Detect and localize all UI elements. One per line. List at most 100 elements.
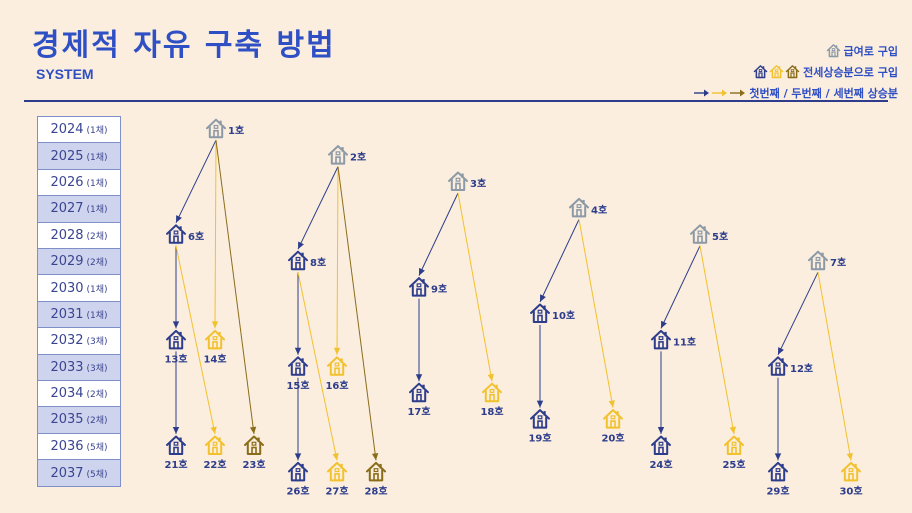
house-icon bbox=[826, 43, 841, 58]
house-node-25: 25호 bbox=[722, 435, 746, 471]
house-count: (1채) bbox=[86, 152, 108, 163]
year-row: 2029 (2채) bbox=[38, 248, 120, 276]
house-icon bbox=[166, 329, 186, 350]
house-node-27: 27호 bbox=[325, 461, 349, 497]
edge-12-29 bbox=[774, 377, 782, 461]
house-node-23: 23호 bbox=[242, 435, 266, 471]
legend-label-jeonse: 전세상승분으로 구입 bbox=[803, 65, 898, 79]
house-node-1: 1호 bbox=[206, 118, 244, 139]
edge-4-20 bbox=[578, 219, 615, 408]
house-label: 24호 bbox=[649, 458, 672, 471]
edge-6-22 bbox=[175, 245, 217, 435]
house-icon bbox=[603, 409, 623, 429]
legend-row-salary: 급여로 구입 bbox=[693, 40, 898, 61]
house-icon bbox=[288, 250, 308, 271]
house-count: (2채) bbox=[86, 231, 108, 242]
house-label: 14호 bbox=[203, 352, 226, 365]
year-label: 2030 bbox=[50, 280, 84, 296]
house-label: 9호 bbox=[431, 283, 447, 296]
edge-8-15 bbox=[294, 272, 302, 355]
house-icon bbox=[569, 197, 589, 218]
house-icon bbox=[409, 382, 429, 403]
house-node-13: 13호 bbox=[164, 329, 188, 365]
edge-13-21 bbox=[172, 351, 180, 434]
edge-2-8 bbox=[297, 166, 339, 250]
house-node-17: 17호 bbox=[407, 382, 431, 418]
house-node-24: 24호 bbox=[649, 435, 673, 471]
year-label: 2034 bbox=[50, 386, 84, 402]
year-row: 2035 (2채) bbox=[38, 407, 120, 434]
year-row: 2026 (1채) bbox=[38, 170, 120, 197]
house-label: 12호 bbox=[790, 362, 813, 375]
second-house-icon bbox=[769, 64, 784, 79]
house-icon bbox=[288, 461, 308, 482]
house-node-4: 4호 bbox=[569, 197, 607, 218]
first-arrow-icon bbox=[693, 88, 710, 98]
house-label: 10호 bbox=[552, 309, 575, 322]
salary-house-icon bbox=[826, 43, 841, 58]
house-node-20: 20호 bbox=[601, 409, 625, 445]
house-icon bbox=[753, 64, 800, 79]
edge-5-11 bbox=[660, 245, 701, 329]
year-label: 2024 bbox=[50, 122, 84, 138]
house-label: 20호 bbox=[601, 432, 624, 445]
year-row: 2031 (1채) bbox=[38, 301, 120, 329]
house-label: 5호 bbox=[712, 230, 728, 243]
year-row: 2030 (1채) bbox=[38, 275, 120, 302]
year-label: 2036 bbox=[50, 438, 84, 454]
house-node-30: 30호 bbox=[839, 461, 863, 497]
edge-8-27 bbox=[297, 272, 339, 461]
house-label: 22호 bbox=[203, 458, 226, 471]
year-row: 2028 (2채) bbox=[38, 223, 120, 249]
edge-3-9 bbox=[418, 192, 459, 276]
edge-5-25 bbox=[699, 245, 736, 435]
house-count: (2채) bbox=[86, 258, 108, 269]
house-icon bbox=[409, 277, 429, 297]
house-icon bbox=[244, 435, 264, 455]
house-count: (2채) bbox=[86, 416, 108, 427]
year-label: 2028 bbox=[50, 227, 84, 243]
legend: 급여로 구입 전세상승분으로 구입 첫번째 / 두번째 / 세번째 상승분 bbox=[693, 40, 898, 103]
house-label: 30호 bbox=[839, 484, 862, 497]
edge-6-13 bbox=[172, 245, 180, 329]
house-node-6: 6호 bbox=[166, 224, 204, 244]
house-count: (1채) bbox=[86, 284, 108, 295]
edge-1-14 bbox=[211, 140, 219, 329]
house-icon bbox=[327, 356, 347, 376]
edge-7-12 bbox=[777, 271, 819, 356]
house-count: (1채) bbox=[86, 205, 108, 216]
legend-label-salary: 급여로 구입 bbox=[843, 44, 898, 58]
house-label: 29호 bbox=[766, 484, 789, 497]
house-count: (3채) bbox=[86, 363, 108, 374]
house-count: (1채) bbox=[86, 178, 108, 189]
house-node-16: 16호 bbox=[325, 356, 349, 392]
house-label: 18호 bbox=[480, 405, 503, 418]
third-house-icon bbox=[785, 64, 800, 79]
house-icon bbox=[327, 461, 347, 482]
house-icon bbox=[205, 435, 225, 455]
house-label: 28호 bbox=[364, 484, 387, 497]
third-arrow-icon bbox=[729, 88, 746, 98]
house-count: (5채) bbox=[86, 442, 108, 453]
house-icon bbox=[206, 118, 226, 139]
house-label: 3호 bbox=[470, 177, 486, 190]
house-icon bbox=[482, 382, 502, 403]
year-row: 2036 (5채) bbox=[38, 434, 120, 461]
house-node-3: 3호 bbox=[448, 171, 486, 191]
house-icon bbox=[724, 435, 744, 455]
house-layer: 1호 2호 3호 4호 5호 6호 7호 8호 9호 10호 11호 12호 13호 14호 15호 16호 1… bbox=[164, 118, 863, 497]
house-label: 2호 bbox=[350, 151, 366, 164]
edge-layer bbox=[172, 139, 853, 461]
house-label: 25호 bbox=[722, 458, 745, 471]
house-icon bbox=[366, 461, 386, 482]
house-label: 23호 bbox=[242, 458, 265, 471]
house-node-8: 8호 bbox=[288, 250, 326, 271]
house-node-7: 7호 bbox=[808, 250, 846, 271]
edge-2-16 bbox=[333, 166, 341, 355]
year-label: 2035 bbox=[50, 412, 84, 428]
year-row: 2024 (1채) bbox=[38, 117, 120, 144]
house-node-14: 14호 bbox=[203, 329, 227, 365]
house-label: 1호 bbox=[228, 124, 244, 137]
second-arrow-icon bbox=[711, 88, 728, 98]
house-node-29: 29호 bbox=[766, 461, 790, 497]
